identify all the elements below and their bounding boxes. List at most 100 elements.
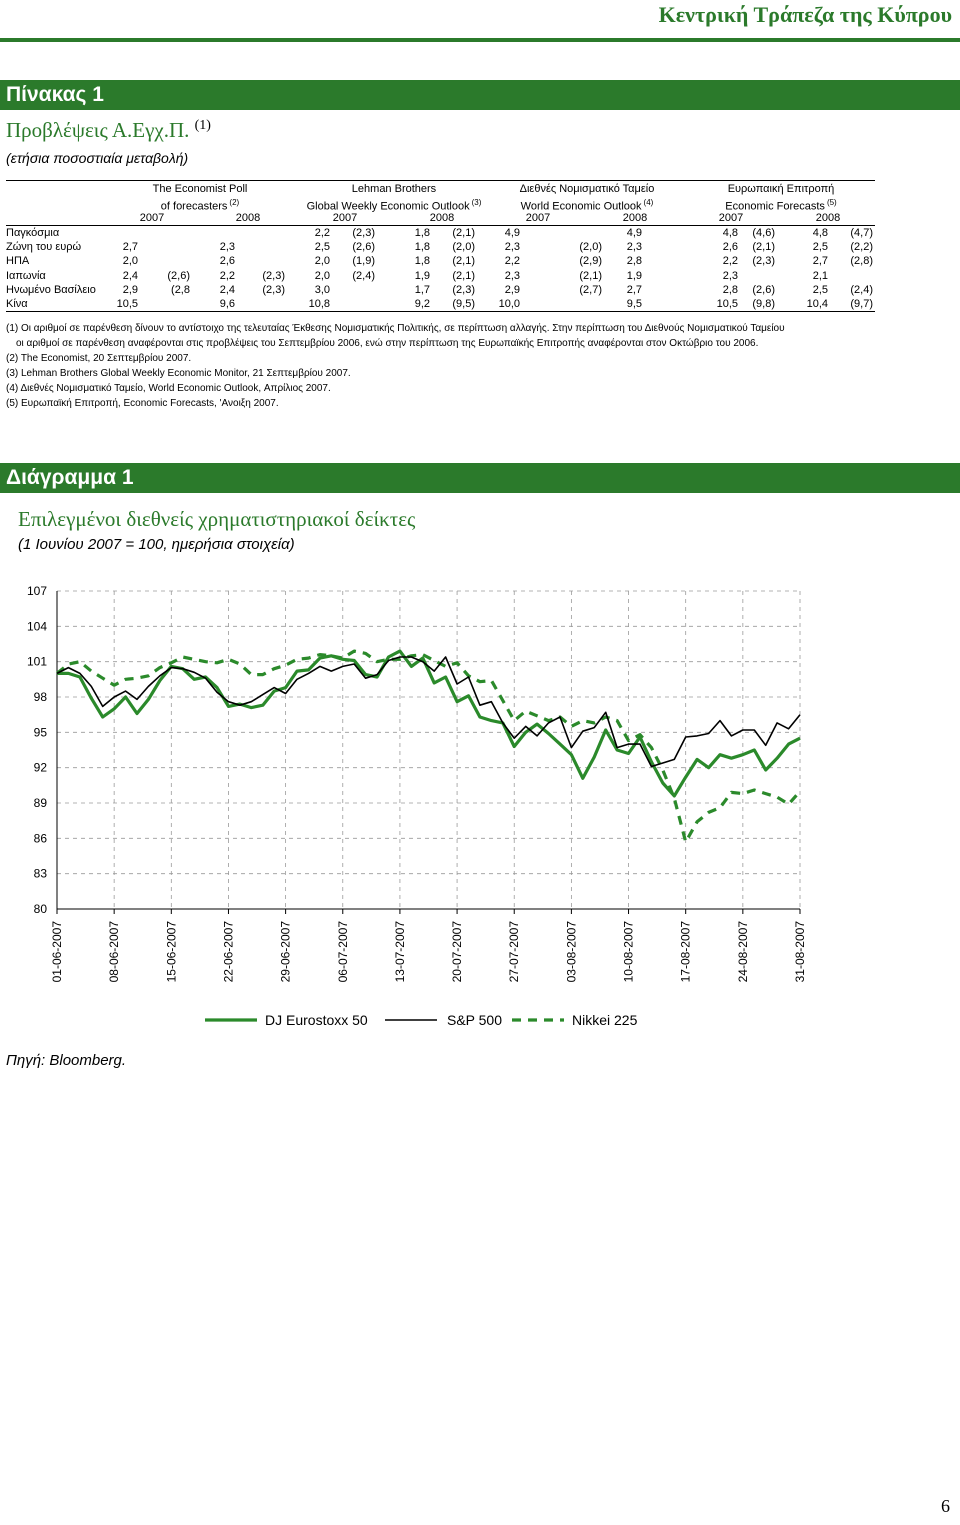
table-cell: (2,6) <box>752 283 775 296</box>
table-group-footnote-mark: (4) <box>643 198 654 207</box>
table-row-label: Ιαπωνία <box>6 269 46 282</box>
table-cell: 1,9 <box>626 269 642 282</box>
table-group-header: The Economist Poll <box>152 183 248 195</box>
legend-label: Nikkei 225 <box>572 1012 638 1028</box>
table-group-footnote-mark: (3) <box>471 198 482 207</box>
chart-subtitle: (1 Ιουνίου 2007 = 100, ημερήσια στοιχεία… <box>18 536 295 553</box>
table-cell: 2,5 <box>812 241 828 254</box>
page-number: 6 <box>941 1496 950 1516</box>
table-cell: 2,5 <box>812 283 828 296</box>
chart-source: Πηγή: Bloomberg. <box>6 1052 127 1069</box>
y-tick-label: 86 <box>34 831 48 845</box>
table-cell: 1,7 <box>414 283 430 296</box>
table-cell: 3,0 <box>314 283 330 296</box>
series-line-s-p-500 <box>56 656 801 768</box>
x-tick-label: 08-06-2007 <box>107 921 121 983</box>
table-cell: (2,1) <box>452 269 475 282</box>
table-section-label: Πίνακας 1 <box>6 83 104 106</box>
table-cell: (2,1) <box>452 255 475 268</box>
table-row-label: ΗΠΑ <box>6 255 30 268</box>
table-cell: (4,7) <box>850 227 873 239</box>
table-cell: (1,9) <box>352 255 375 268</box>
table-cell: (2,1) <box>452 227 475 239</box>
index-line-chart: 80 83 86 89 92 95 98 101 104 107 01-06-2007 08-06-2… <box>27 584 807 1028</box>
y-tick-label: 95 <box>34 725 48 739</box>
table-year-header: 2007 <box>332 212 358 224</box>
x-tick-label: 06-07-2007 <box>336 921 350 983</box>
table-notes: (1) Οι αριθμοί σε παρένθεση δίνουν το αν… <box>6 321 956 411</box>
table-cell: 2,9 <box>122 283 138 296</box>
table-year-header: 2008 <box>235 212 261 224</box>
table-group-header: Ευρωπαική Επιτροπή <box>727 183 835 195</box>
table-group-footnote-mark: (5) <box>826 198 837 207</box>
table-cell: 2,7 <box>626 283 642 296</box>
table-cell: 1,8 <box>414 255 430 268</box>
y-tick-label: 107 <box>27 584 47 598</box>
table-cell: (2,6) <box>352 241 375 254</box>
series-line-nikkei-225 <box>55 649 802 844</box>
table-group-subheader: Global Weekly Economic Outlook (3) <box>274 196 514 214</box>
table-year-header: 2008 <box>429 212 455 224</box>
y-tick-label: 89 <box>34 796 48 810</box>
table-year-header: 2007 <box>139 212 165 224</box>
table-cell: 2,9 <box>504 283 520 296</box>
table-cell: (2,3) <box>352 227 375 239</box>
table-cell: 2,6 <box>722 241 738 254</box>
table-cell: (2,3) <box>752 255 775 268</box>
table-cell: (2,0) <box>579 241 602 254</box>
table-cell: 2,3 <box>504 241 520 254</box>
table-cell: 1,8 <box>414 227 430 239</box>
table-cell: (2,1) <box>579 269 602 282</box>
table-group-subheader-text: World Economic Outlook <box>520 200 642 213</box>
table-header-rule <box>6 225 875 226</box>
table-cell: 2,1 <box>812 269 828 282</box>
table-cell: (2,8 <box>171 283 190 296</box>
legend-label: S&P 500 <box>447 1012 502 1028</box>
table-cell: 2,3 <box>722 269 738 282</box>
table-cell: 9,2 <box>414 298 430 310</box>
table-cell: 2,2 <box>504 255 520 268</box>
table-cell: 2,2 <box>314 227 330 239</box>
table-group-header: Lehman Brothers <box>351 183 437 195</box>
table-cell: 2,5 <box>314 241 330 254</box>
table-cell: (2,8) <box>850 255 873 268</box>
note-2: (2) The Economist, 20 Σεπτεμβρίου 2007. <box>6 353 192 364</box>
table-cell: 2,0 <box>122 255 138 268</box>
table-cell: 10,0 <box>498 298 520 310</box>
table-cell: 4,8 <box>812 227 828 239</box>
table-cell: 2,4 <box>219 283 235 296</box>
x-tick-label: 27-07-2007 <box>507 921 521 983</box>
table-cell: (2,9) <box>579 255 602 268</box>
table-cell: 2,8 <box>626 255 642 268</box>
x-tick-label: 13-07-2007 <box>393 921 407 983</box>
table-cell: (2,2) <box>850 241 873 254</box>
table-group-subheader: Economic Forecasts (5) <box>661 196 901 214</box>
table-cell: 10,5 <box>716 298 738 310</box>
x-tick-label: 31-08-2007 <box>793 921 807 983</box>
x-tick-label: 01-06-2007 <box>50 921 64 983</box>
table-cell: (2,3) <box>262 269 285 282</box>
table-year-header: 2008 <box>622 212 648 224</box>
chart-section-label: Διάγραμμα 1 <box>6 466 134 489</box>
table-cell: 2,3 <box>504 269 520 282</box>
table-cell: (2,0) <box>452 241 475 254</box>
table-group-subheader: of forecasters (2) <box>80 196 320 214</box>
table-cell: 4,9 <box>504 227 520 239</box>
table-cell: 4,8 <box>722 227 738 239</box>
table-cell: 2,2 <box>722 255 738 268</box>
table-group-subheader-text: Economic Forecasts <box>725 200 825 213</box>
table-group-footnote-mark: (2) <box>229 198 240 207</box>
table-cell: 4,9 <box>626 227 642 239</box>
table-cell: 2,8 <box>722 283 738 296</box>
note-3: (3) Lehman Brothers Global Weekly Econom… <box>6 368 351 379</box>
table-row-label: Παγκόσμια <box>6 227 60 239</box>
table-cell: 2,3 <box>626 241 642 254</box>
table-cell: 2,6 <box>219 255 235 268</box>
table-year-header: 2007 <box>525 212 551 224</box>
table-cell: 10,4 <box>806 298 828 310</box>
table-cell: (2,7) <box>579 283 602 296</box>
table-cell: 9,5 <box>626 298 642 310</box>
chart-section-bar: Διάγραμμα 1 <box>0 463 960 493</box>
table-cell: 2,0 <box>314 255 330 268</box>
series-line-dj-eurostoxx-50 <box>57 649 801 798</box>
